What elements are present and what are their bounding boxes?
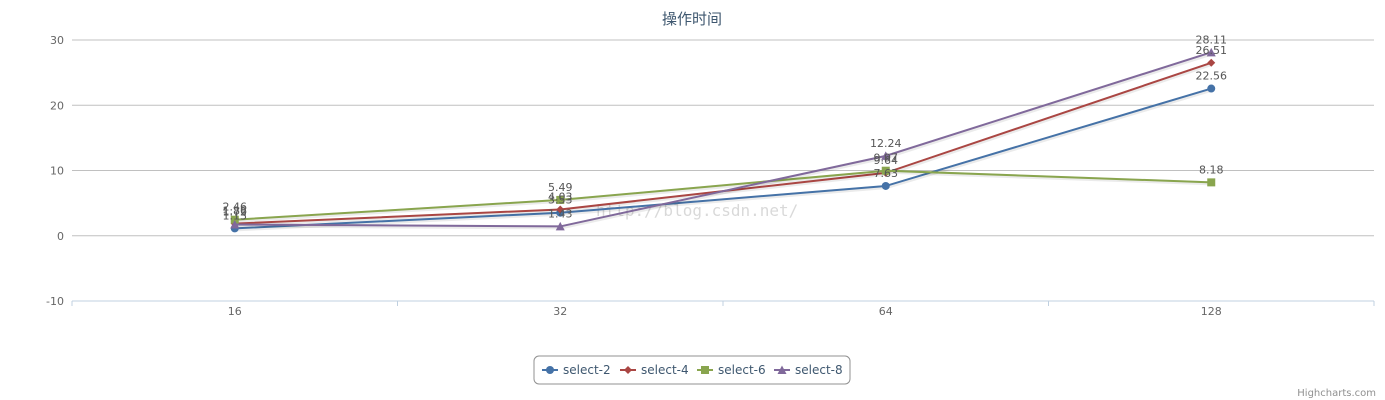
- data-label: 1.13: [223, 209, 248, 222]
- legend-item-select-4[interactable]: select-4: [620, 363, 689, 377]
- point-select-8: [1206, 47, 1216, 57]
- x-tick-label: 128: [1201, 305, 1222, 318]
- x-tick-label: 16: [228, 305, 242, 318]
- data-label: 9.64: [874, 154, 899, 167]
- point-select-4: [556, 205, 565, 214]
- data-label: 3.53: [548, 194, 573, 207]
- legend-marker: [624, 366, 632, 374]
- legend-label: select-2: [563, 363, 611, 377]
- data-label: 2.46: [223, 201, 248, 214]
- series-shadow-select-4: [235, 61, 1213, 227]
- x-tick-label: 64: [879, 305, 893, 318]
- data-label: 1.72: [223, 206, 248, 219]
- legend-label: select-8: [795, 363, 843, 377]
- x-tick-label: 32: [553, 305, 567, 318]
- point-select-2: [1207, 84, 1216, 93]
- series-group: [230, 47, 1216, 233]
- y-tick-label: -10: [46, 295, 64, 308]
- series-line-select-8: [234, 51, 1212, 228]
- chart-title: 操作时间: [662, 10, 722, 28]
- point-select-8: [881, 151, 891, 160]
- credits-link[interactable]: Highcharts.com: [1297, 388, 1376, 399]
- series-shadow-select-2: [235, 87, 1213, 232]
- legend-label: select-6: [718, 363, 766, 377]
- y-tick-label: 30: [50, 34, 64, 47]
- legend-marker: [546, 366, 554, 374]
- point-select-6: [1207, 178, 1216, 187]
- legend-item-select-2[interactable]: select-2: [542, 363, 611, 377]
- legend: select-2 select-4 select-6 select-8: [533, 355, 851, 385]
- data-label: 1.43: [548, 207, 573, 220]
- y-tick-label: 10: [50, 165, 64, 178]
- data-label: 28.11: [1196, 33, 1228, 46]
- axes: -10 0 10 20 30 16 32 64 128: [46, 34, 1375, 318]
- legend-item-select-8[interactable]: select-8: [774, 363, 843, 377]
- series-line-select-6: [234, 169, 1212, 221]
- legend-marker: [777, 365, 787, 374]
- legend-item-select-6[interactable]: select-6: [697, 363, 766, 377]
- grid-lines: [72, 39, 1374, 237]
- legend-marker: [701, 366, 709, 374]
- point-select-8: [555, 221, 565, 231]
- data-labels: 1.13 3.53 7.63 22.56 1.86 4.03 9.64 26.51 2.46 5.…: [223, 33, 1228, 222]
- point-select-6: [881, 166, 890, 175]
- point-select-2: [881, 181, 890, 190]
- point-select-6: [230, 215, 239, 224]
- data-label: 7.63: [874, 167, 899, 180]
- data-label: 4.03: [548, 190, 573, 203]
- data-label: 8.18: [1199, 163, 1224, 176]
- point-select-6: [556, 195, 565, 204]
- series-line-select-2: [234, 87, 1212, 230]
- data-label: 26.51: [1196, 44, 1228, 57]
- data-label: 9.97: [874, 152, 899, 165]
- data-label: 5.49: [548, 181, 573, 194]
- legend-label: select-4: [641, 363, 689, 377]
- legend-box: [533, 355, 851, 385]
- y-tick-label: 0: [57, 230, 64, 243]
- data-label: 22.56: [1196, 70, 1228, 83]
- point-select-4: [1207, 58, 1216, 67]
- y-tick-label: 20: [50, 99, 64, 112]
- data-label: 12.24: [870, 137, 902, 150]
- data-label: 1.86: [223, 205, 248, 218]
- point-select-8: [230, 220, 240, 229]
